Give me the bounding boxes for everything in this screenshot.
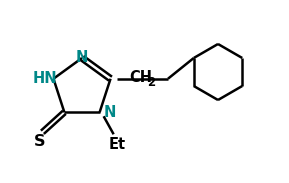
Text: 2: 2	[147, 76, 155, 89]
Text: Et: Et	[109, 137, 126, 152]
Text: N: N	[76, 51, 88, 66]
Text: CH: CH	[129, 70, 152, 85]
Text: N: N	[104, 105, 116, 120]
Text: HN: HN	[32, 71, 57, 86]
Text: S: S	[34, 134, 45, 149]
